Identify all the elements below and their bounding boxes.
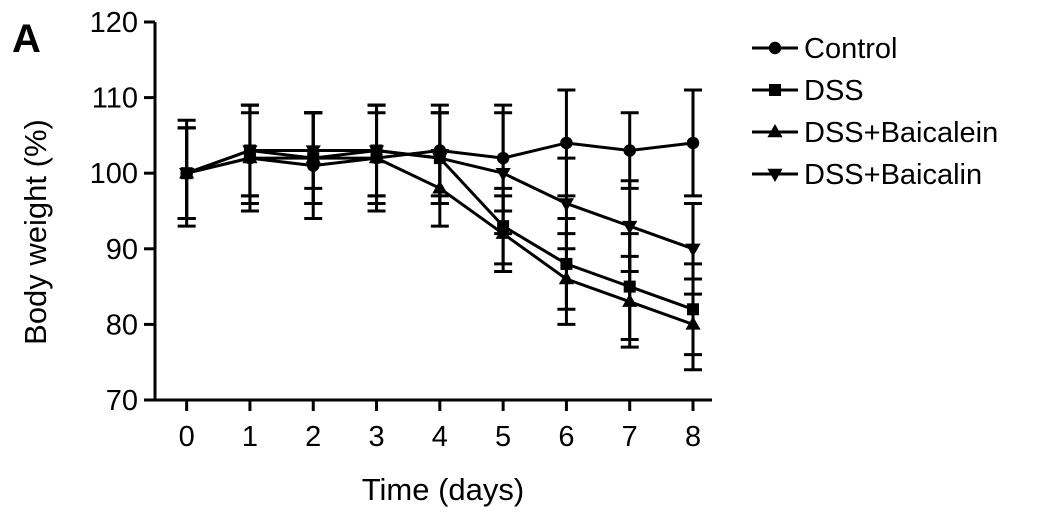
x-tick-label: 8 xyxy=(685,421,701,453)
x-tick-label: 3 xyxy=(368,421,384,453)
y-tick-label: 80 xyxy=(106,309,138,341)
data-point-dss-baicalein xyxy=(432,180,448,194)
data-point-dss-baicalin xyxy=(495,168,511,182)
legend-marker-dss-baicalin xyxy=(767,168,783,182)
data-point-control xyxy=(623,144,636,157)
x-tick-label: 4 xyxy=(432,421,448,453)
data-point-dss xyxy=(560,257,573,270)
data-point-control xyxy=(496,151,510,165)
data-point-dss-baicalin xyxy=(622,220,638,235)
x-axis-label: Time (days) xyxy=(362,472,524,507)
data-point-dss-baicalin xyxy=(685,243,701,257)
data-point-dss-baicalin xyxy=(305,145,321,159)
x-tick-label: 7 xyxy=(622,421,638,453)
series-markers xyxy=(179,136,701,330)
legend-marker-dss xyxy=(769,84,781,96)
data-point-control xyxy=(686,136,700,150)
legend-marker-dss-baicalein xyxy=(767,124,783,138)
axes xyxy=(153,22,712,402)
y-tick-label: 100 xyxy=(90,158,138,190)
data-point-dss-baicalin xyxy=(179,168,195,182)
data-point-dss-baicalin xyxy=(242,145,258,159)
x-tick-label: 1 xyxy=(242,421,258,453)
data-point-dss-baicalin xyxy=(558,198,575,212)
legend-label-dss: DSS xyxy=(804,75,864,107)
data-point-control xyxy=(560,136,573,150)
panel-letter: A xyxy=(12,17,41,61)
data-point-dss-baicalein xyxy=(685,316,701,330)
y-ticks: 70 80 90 100 110 120 xyxy=(90,7,155,417)
legend: Control DSS DSS+Baicalein DSS+Baicalin xyxy=(752,33,998,191)
x-tick-label: 6 xyxy=(558,421,574,453)
x-tick-label: 2 xyxy=(305,421,321,453)
data-point-dss-baicalin xyxy=(432,152,448,167)
legend-label-dss-baicalein: DSS+Baicalein xyxy=(804,117,998,149)
legend-label-control: Control xyxy=(804,33,898,65)
data-point-dss-baicalein xyxy=(558,271,575,285)
data-point-dss xyxy=(623,280,636,293)
data-point-dss xyxy=(687,303,700,316)
x-tick-label: 5 xyxy=(495,421,511,453)
data-point-dss-baicalein xyxy=(495,225,511,239)
x-tick-label: 0 xyxy=(179,421,195,453)
data-point-dss-baicalein xyxy=(622,293,638,307)
y-tick-label: 110 xyxy=(92,83,138,115)
y-axis-label: Body weight (%) xyxy=(18,119,53,345)
error-bars xyxy=(177,88,703,372)
legend-marker-control xyxy=(768,41,782,55)
x-ticks: 0 1 2 3 4 5 6 7 8 xyxy=(179,400,701,453)
data-point-dss-baicalin xyxy=(368,145,385,159)
y-tick-label: 120 xyxy=(90,7,138,39)
y-tick-label: 90 xyxy=(106,234,138,266)
legend-label-dss-baicalin: DSS+Baicalin xyxy=(804,159,982,191)
y-tick-label: 70 xyxy=(106,385,138,417)
